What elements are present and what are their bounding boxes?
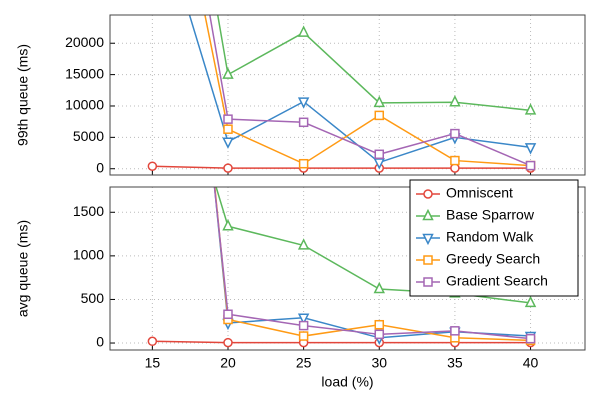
marker <box>298 331 309 341</box>
marker <box>422 233 434 246</box>
marker <box>450 155 460 166</box>
marker <box>223 337 233 348</box>
legend-label: Random Walk <box>446 229 534 245</box>
marker <box>422 208 434 221</box>
y-tick-label: 1000 <box>73 247 104 263</box>
x-axis-label: load (%) <box>321 374 373 390</box>
x-tick-label: 40 <box>523 355 539 371</box>
marker <box>223 163 233 173</box>
marker <box>525 160 536 171</box>
marker <box>298 320 309 331</box>
marker <box>423 277 433 287</box>
x-tick-label: 20 <box>220 355 236 371</box>
series-line <box>204 15 531 167</box>
marker <box>524 143 537 155</box>
y-axis-label: 99th queue (ms) <box>15 44 31 146</box>
marker <box>147 161 158 171</box>
x-tick-label: 30 <box>371 355 387 371</box>
y-tick-label: 0 <box>96 159 104 175</box>
legend-label: Base Sparrow <box>446 207 535 223</box>
marker <box>374 149 385 160</box>
marker <box>297 313 310 325</box>
marker <box>450 326 460 336</box>
series-group <box>147 15 537 173</box>
marker <box>298 117 309 128</box>
marker <box>524 103 537 115</box>
legend-label: Greedy Search <box>446 251 540 267</box>
x-tick-label: 15 <box>145 355 161 371</box>
marker <box>374 329 385 340</box>
series-line <box>209 15 531 167</box>
plot-area <box>110 15 585 175</box>
marker <box>373 281 385 294</box>
y-tick-label: 1500 <box>73 203 104 219</box>
marker <box>297 97 310 109</box>
marker <box>373 95 385 108</box>
marker <box>223 309 233 320</box>
y-tick-label: 10000 <box>65 97 104 113</box>
x-tick-label: 35 <box>447 355 463 371</box>
plot-frame <box>109 14 586 176</box>
x-tick-label: 25 <box>296 355 312 371</box>
y-tick-label: 5000 <box>73 128 104 144</box>
y-tick-label: 500 <box>81 290 105 306</box>
marker <box>449 95 461 107</box>
series-line <box>216 15 531 112</box>
series-line <box>213 187 531 340</box>
y-axis-label: avg queue (ms) <box>15 220 31 317</box>
marker <box>147 336 158 347</box>
marker <box>524 295 537 308</box>
y-tick-label: 20000 <box>65 34 104 50</box>
marker <box>297 25 310 37</box>
series-line <box>152 165 531 169</box>
marker <box>222 137 234 149</box>
marker <box>450 128 460 139</box>
marker <box>374 110 385 121</box>
marker <box>423 189 433 199</box>
legend-label: Omniscent <box>446 185 513 201</box>
y-tick-label: 0 <box>96 334 104 350</box>
marker <box>374 319 385 330</box>
marker <box>223 124 233 134</box>
marker <box>297 238 310 250</box>
marker <box>222 219 234 231</box>
marker <box>223 114 233 124</box>
marker <box>222 67 234 79</box>
plot-frame <box>109 186 586 351</box>
marker <box>525 333 536 344</box>
y-tick-label: 15000 <box>65 65 104 81</box>
series-line <box>152 340 531 344</box>
marker <box>423 255 433 265</box>
legend-label: Gradient Search <box>446 273 548 289</box>
marker <box>298 158 309 169</box>
